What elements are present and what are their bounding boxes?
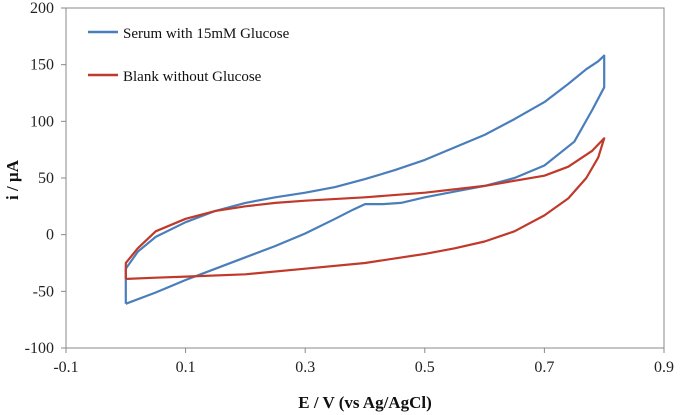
x-tick-label: 0.3 <box>295 359 315 376</box>
series-layer <box>124 54 606 305</box>
x-tick-label: 0.9 <box>654 359 674 376</box>
y-axis-ticks: -100 -50 0 50 100 150 200 <box>25 0 66 357</box>
y-axis-title: i / µA <box>3 159 22 200</box>
x-axis-title: E / V (vs Ag/AgCl) <box>298 393 432 412</box>
x-axis-ticks: -0.1 0.1 0.3 0.5 0.7 0.9 <box>53 348 674 376</box>
y-tick-label: 0 <box>46 227 54 244</box>
x-tick-label: 0.7 <box>534 359 554 376</box>
y-tick-label: -100 <box>25 340 54 357</box>
series-line-blank <box>124 137 606 280</box>
legend-label-blank: Blank without Glucose <box>123 69 262 85</box>
y-tick-label: 100 <box>30 113 54 130</box>
legend: Serum with 15mM Glucose Blank without Gl… <box>88 26 290 85</box>
legend-label-serum: Serum with 15mM Glucose <box>123 26 290 42</box>
x-tick-label: 0.5 <box>415 359 435 376</box>
x-tick-label: -0.1 <box>53 359 78 376</box>
y-tick-label: -50 <box>33 283 54 300</box>
y-tick-label: 50 <box>38 170 54 187</box>
y-tick-label: 200 <box>30 0 54 17</box>
y-tick-label: 150 <box>30 57 54 74</box>
x-tick-label: 0.1 <box>176 359 196 376</box>
series-line-serum <box>124 54 606 305</box>
